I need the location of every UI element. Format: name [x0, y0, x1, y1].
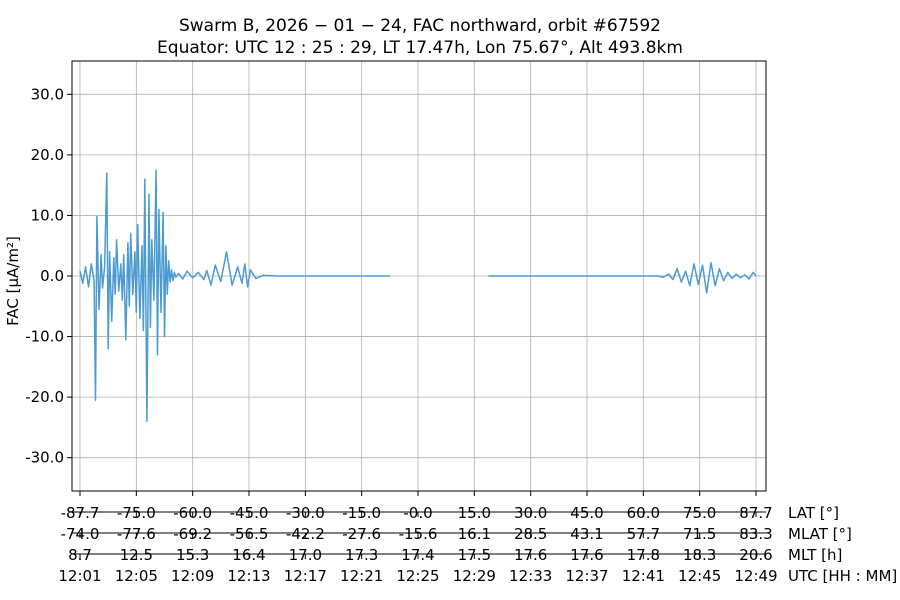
- x-tick-label-3-4: 12:17: [284, 567, 327, 585]
- x-tick-label-3-8: 12:33: [509, 567, 552, 585]
- y-axis-label: FAC [µA/m²]: [4, 236, 22, 326]
- y-tick-label-3: 0.0: [40, 267, 64, 285]
- x-tick-label-3-12: 12:49: [734, 567, 777, 585]
- y-axis: -30.0 -20.0 -10.0 0.0 10.0 20.0 30.0: [25, 85, 72, 467]
- x-axis-label-0: LAT [°]: [788, 504, 839, 522]
- x-axis-label-3: UTC [HH : MM]: [788, 567, 897, 585]
- chart-title-line1: Swarm B, 2026 − 01 − 24, FAC northward, …: [179, 16, 661, 36]
- x-tick-label-3-9: 12:37: [565, 567, 608, 585]
- x-tick-label-3-3: 12:13: [227, 567, 270, 585]
- fac-line-segment-0: [79, 169, 390, 423]
- x-tick-label-3-11: 12:45: [678, 567, 721, 585]
- x-tick-label-3-2: 12:09: [171, 567, 214, 585]
- x-axes: -87.7 -75.0 -60.0 -45.0 -30.0 -15.0 -0.0 15.0 30…: [58, 490, 897, 585]
- y-tick-label-2: -10.0: [25, 328, 64, 346]
- x-axis-label-2: MLT [h]: [788, 546, 842, 564]
- y-tick-label-1: -20.0: [25, 388, 64, 406]
- x-tick-label-3-5: 12:21: [340, 567, 383, 585]
- x-axis-label-1: MLAT [°]: [788, 525, 852, 543]
- y-tick-label-4: 10.0: [31, 206, 64, 224]
- x-tick-label-3-7: 12:29: [453, 567, 496, 585]
- chart-title-line2: Equator: UTC 12 : 25 : 29, LT 17.47h, Lo…: [157, 38, 683, 58]
- x-tick-label-3-6: 12:25: [396, 567, 439, 585]
- x-tick-label-3-1: 12:05: [115, 567, 158, 585]
- y-tick-label-6: 30.0: [31, 85, 64, 103]
- y-tick-label-5: 20.0: [31, 146, 64, 164]
- x-tick-label-3-10: 12:41: [622, 567, 665, 585]
- fac-series: [79, 169, 757, 423]
- y-tick-label-0: -30.0: [25, 449, 64, 467]
- x-tick-label-3-0: 12:01: [58, 567, 101, 585]
- fac-line-segment-1: [488, 261, 757, 294]
